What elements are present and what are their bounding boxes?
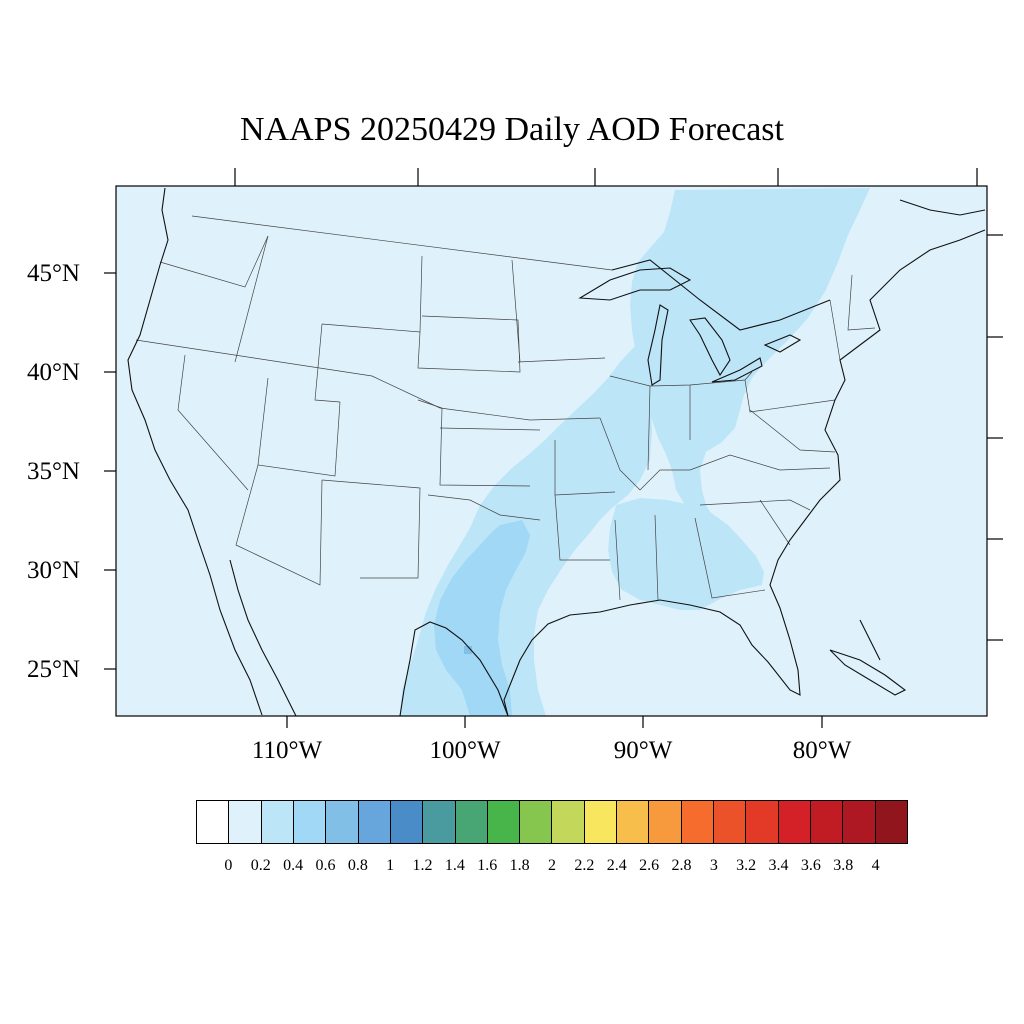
baja-gulf — [229, 559, 297, 717]
colorbar-swatch — [261, 801, 294, 843]
colorbar-swatch — [423, 801, 456, 843]
colorbar-tick-label: 2 — [548, 857, 556, 874]
colorbar-swatch — [649, 801, 682, 843]
colorbar-tick-label: 2.6 — [639, 857, 660, 874]
gulf-coast-texas — [399, 621, 509, 717]
map-frame — [115, 185, 988, 717]
axis-ticks — [104, 168, 1003, 728]
colorbar-swatch — [326, 801, 359, 843]
colorbar-swatch — [197, 801, 230, 843]
aod-band-small-patch — [464, 646, 472, 654]
colorbar-tick-label: 4 — [871, 857, 880, 874]
lon-label-80w: 80°W — [792, 737, 852, 764]
cuba — [829, 649, 907, 696]
colorbar-swatch — [714, 801, 747, 843]
lon-label-100w: 100°W — [429, 737, 501, 764]
colorbar-swatch — [520, 801, 553, 843]
colorbar-tick-label: 2.8 — [671, 857, 692, 874]
colorbar-swatch — [229, 801, 262, 843]
colorbar-tick-label: 1 — [386, 857, 395, 874]
lat-label-35n: 35°N — [26, 458, 80, 485]
great-lake-superior — [578, 267, 692, 301]
colorbar-swatch — [455, 801, 488, 843]
colorbar-tick-label: 2.4 — [606, 857, 627, 874]
colorbar-swatch — [617, 801, 650, 843]
colorbar-tick-label: 1.2 — [412, 857, 433, 874]
pacific-coast — [127, 187, 263, 716]
canada-border — [611, 259, 831, 331]
colorbar-swatch — [390, 801, 424, 843]
colorbar-swatch — [746, 801, 779, 843]
colorbar-tick-label: 0 — [224, 857, 233, 874]
colorbar-swatch — [584, 801, 618, 843]
lat-label-45n: 45°N — [26, 260, 80, 287]
gulf-coast-mexico — [503, 229, 986, 717]
colorbar-swatch — [487, 801, 521, 843]
lon-label-110w: 110°W — [251, 737, 323, 764]
colorbar-swatch — [358, 801, 391, 843]
lon-label-90w: 90°W — [613, 737, 673, 764]
colorbar-swatch — [810, 801, 844, 843]
map-title: NAAPS 20250429 Daily AOD Forecast — [240, 111, 784, 148]
colorbar-tick-label: 1.4 — [444, 857, 465, 874]
colorbar-swatch — [681, 801, 714, 843]
hudson-coast — [899, 199, 986, 216]
colorbar-swatch — [293, 801, 327, 843]
colorbar-swatch — [843, 801, 876, 843]
colorbar-swatch — [552, 801, 585, 843]
colorbar-tick-label: 1.8 — [509, 857, 530, 874]
colorbar-tick-label: 0.8 — [347, 857, 368, 874]
lat-label-40n: 40°N — [26, 359, 80, 386]
colorbar-tick-label: 0.2 — [250, 857, 271, 874]
colorbar-tick-label: 3 — [709, 857, 718, 874]
aod-band-southeast — [608, 498, 764, 610]
aod-band-texas-core — [434, 520, 530, 716]
colorbar-tick-label: 2.2 — [574, 857, 595, 874]
colorbar-tick-label: 1.6 — [477, 857, 498, 874]
aod-colorbar — [196, 800, 908, 844]
great-lake-huron — [689, 317, 731, 377]
colorbar-tick-label: 3.2 — [736, 857, 757, 874]
colorbar-tick-label: 3.6 — [800, 857, 821, 874]
colorbar-tick-label: 3.4 — [768, 857, 789, 874]
colorbar-tick-label: 0.6 — [315, 857, 336, 874]
colorbar-swatch — [875, 801, 907, 843]
great-lake-erie — [711, 357, 763, 383]
lat-label-25n: 25°N — [26, 656, 80, 683]
colorbar-tick-label: 3.8 — [833, 857, 854, 874]
great-lake-michigan — [647, 304, 669, 386]
colorbar-swatch — [778, 801, 811, 843]
colorbar-tick-label: 0.4 — [283, 857, 304, 874]
coastlines — [127, 187, 986, 717]
state-boundaries — [135, 215, 876, 601]
bahamas — [859, 619, 881, 661]
lat-label-30n: 30°N — [26, 557, 80, 584]
great-lake-ontario — [763, 334, 802, 353]
